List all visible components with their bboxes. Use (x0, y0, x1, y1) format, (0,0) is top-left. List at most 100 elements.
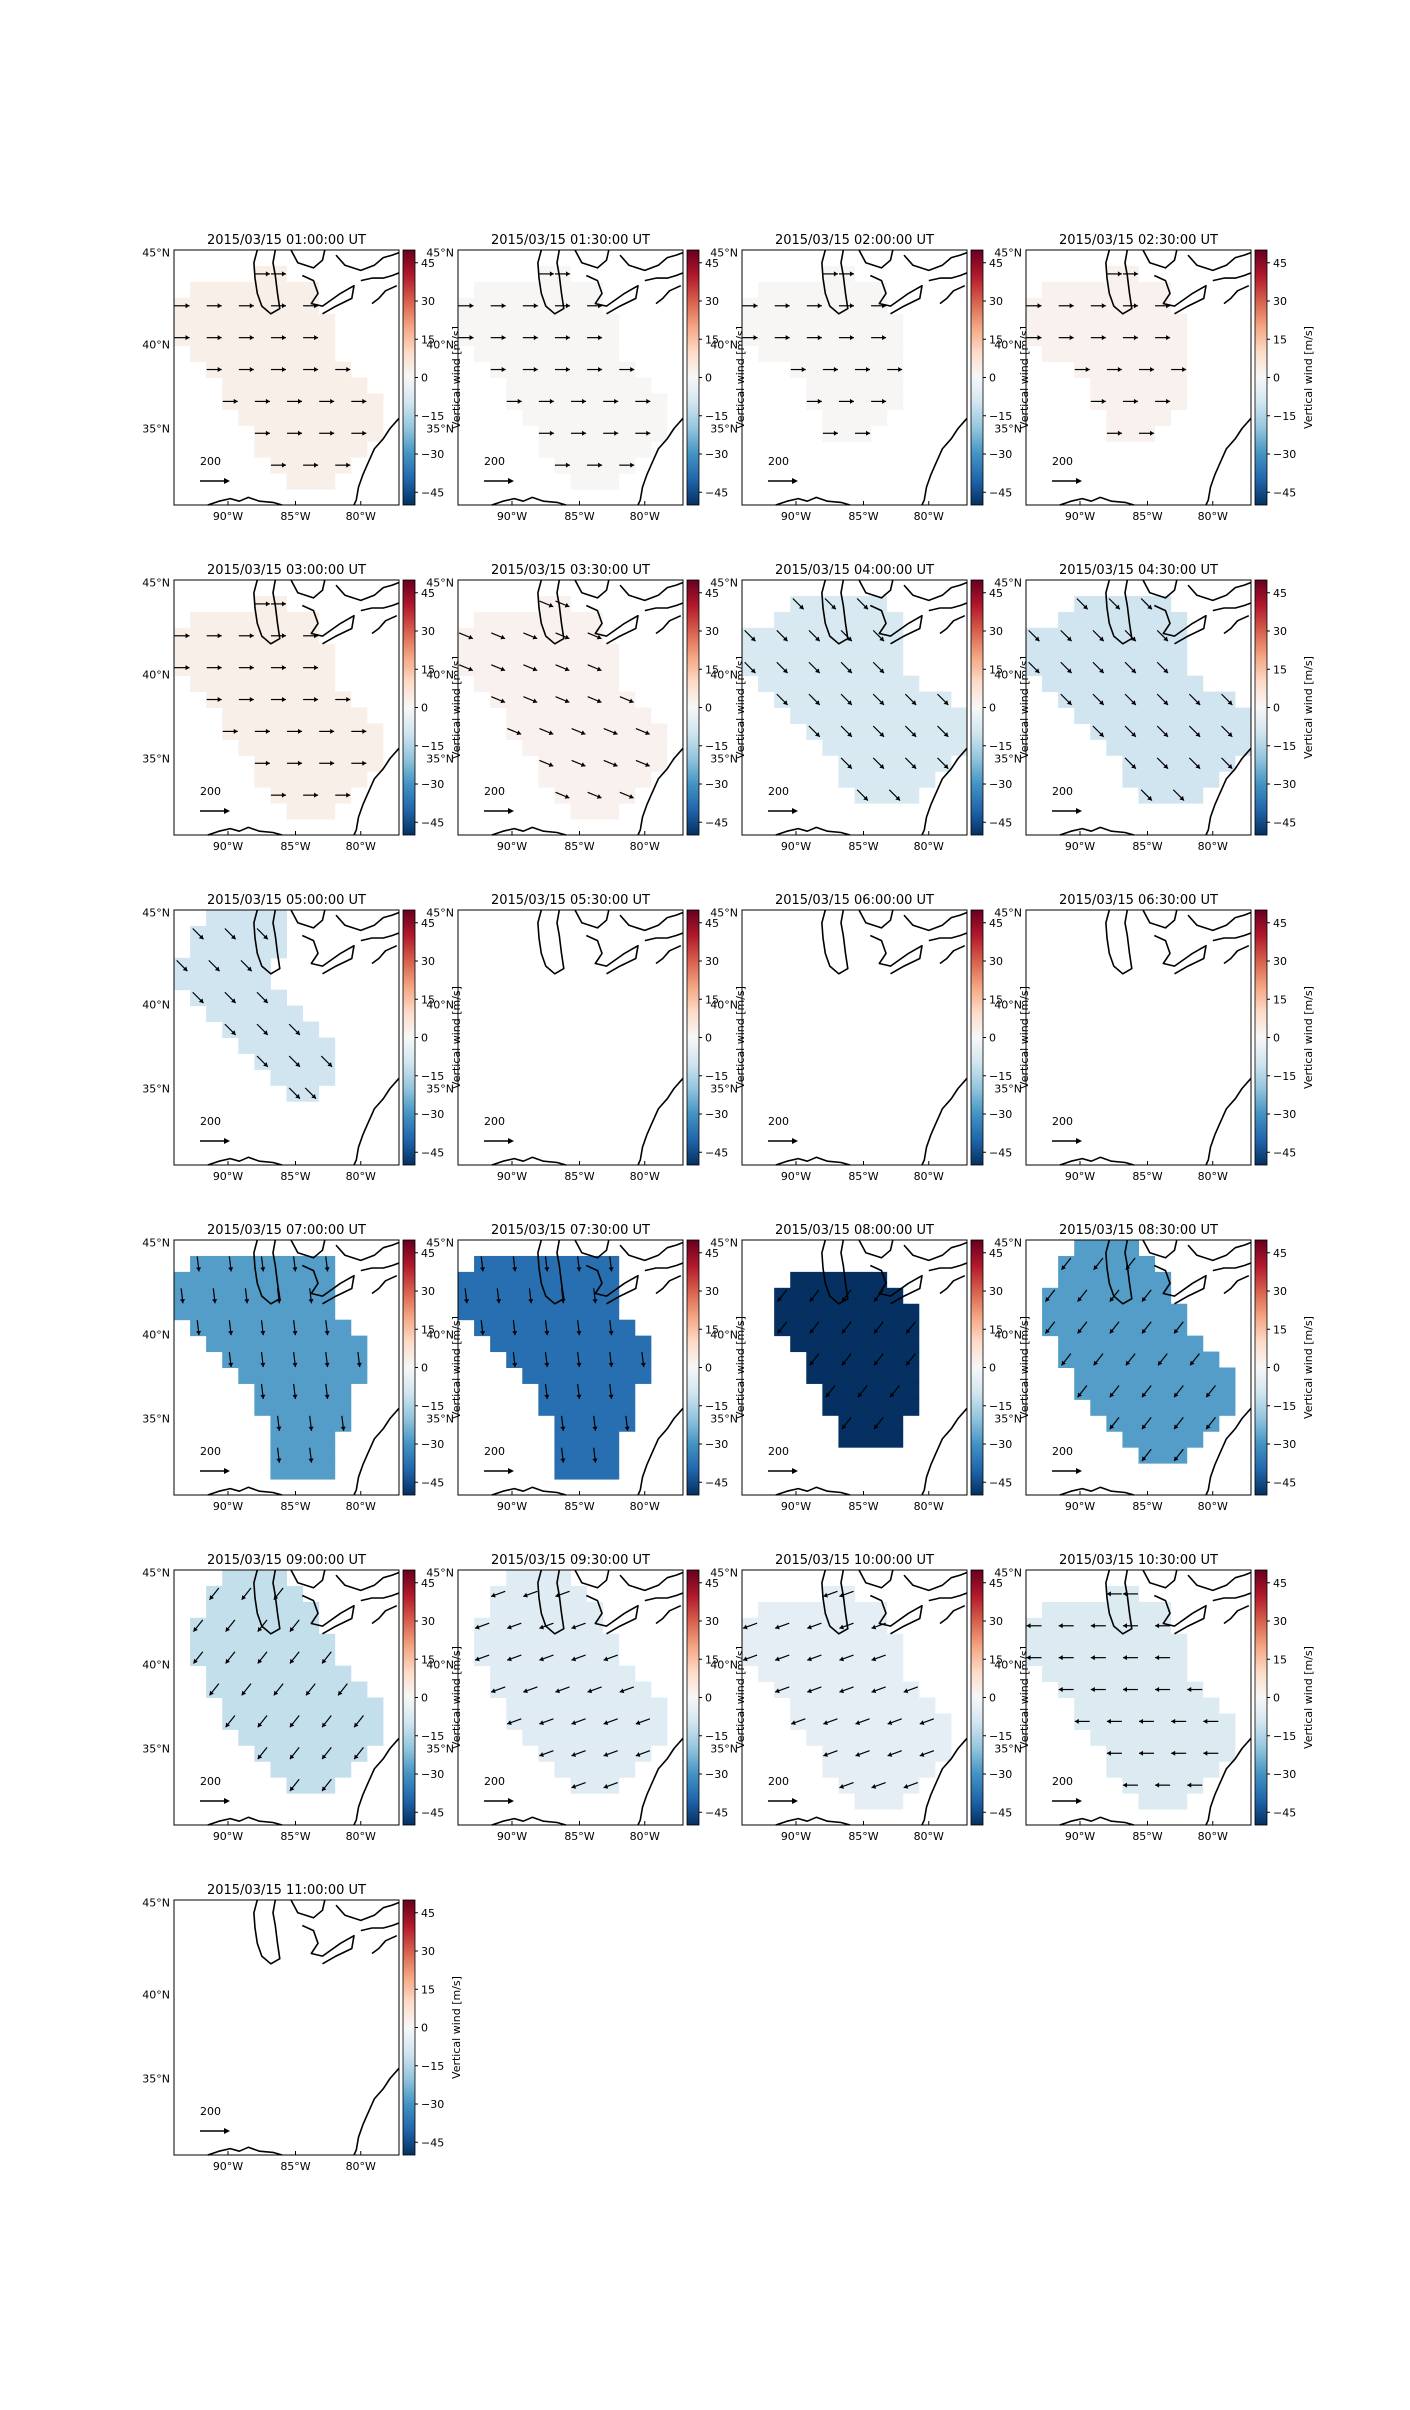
wind-arrow-head (1141, 1328, 1147, 1334)
coastline-path (537, 1239, 565, 1305)
wind-cell (554, 1447, 620, 1464)
wind-arrow-head (354, 1754, 359, 1760)
colorbar-tick-label: 45 (1273, 917, 1287, 930)
colorbar-tick-label: −45 (705, 1146, 728, 1159)
colorbar-tick-label: 30 (705, 295, 719, 308)
wind-arrow-head (512, 1267, 518, 1272)
colorbar-label: Vertical wind [m/s] (450, 1976, 463, 2079)
panel-title: 2015/03/15 07:00:00 UT (207, 1223, 366, 1238)
wind-arrow-head (298, 398, 303, 404)
wind-arrow-head (871, 1688, 877, 1694)
colorbar-tick-label: 45 (421, 587, 435, 600)
coastline-path (939, 944, 966, 965)
map-frame (173, 249, 400, 506)
coastline-path (335, 581, 400, 602)
coastline-path (301, 1924, 355, 1965)
colorbar-tick-label: 45 (705, 917, 719, 930)
coastline-path (585, 604, 639, 645)
map-panel: 2015/03/15 10:00:00 UT 200 45°N 40°N 35°N 90°… (710, 1553, 1031, 1843)
wind-arrow-head (839, 1656, 845, 1662)
wind-arrow-head (863, 604, 868, 610)
lon-tick-label: 80°W (346, 1500, 376, 1513)
coastline-path (637, 417, 684, 506)
colorbar-tick-label: 30 (989, 1615, 1003, 1628)
wind-arrow-head (491, 1592, 496, 1598)
colorbar-tick-label: 45 (421, 1577, 435, 1590)
wind-arrow-head (555, 1688, 561, 1694)
wind-arrow-head (533, 303, 538, 309)
coastline-path (775, 496, 851, 506)
wind-arrow-head (1131, 764, 1136, 769)
wind-cell (190, 1633, 336, 1651)
wind-arrow-head (1045, 1328, 1050, 1334)
wind-cell (190, 611, 320, 629)
coastline-path (301, 1594, 355, 1635)
wind-cell (1106, 409, 1172, 426)
wind-arrow-head (1066, 636, 1072, 642)
wind-arrow-head (809, 1296, 815, 1302)
coastline-path (1205, 1077, 1252, 1166)
wind-cell (458, 329, 620, 347)
scale-arrow-head (1076, 478, 1082, 484)
wind-arrow-head (809, 1360, 815, 1366)
wind-cell (822, 739, 968, 756)
panel-title: 2015/03/15 02:00:00 UT (775, 233, 934, 248)
wind-cell (206, 1005, 304, 1023)
coastline-path (207, 496, 283, 506)
map-panels: 2015/03/15 01:00:00 UT 200 45°N 40°N 35°N 90°… (142, 233, 1315, 2173)
wind-cell (506, 1713, 668, 1730)
wind-arrow-head (742, 1624, 748, 1630)
wind-arrow-head (1155, 1687, 1160, 1693)
wind-cell (1058, 691, 1236, 708)
wind-arrow-head (943, 732, 949, 737)
wind-arrow-head (841, 1424, 847, 1430)
map-frame (457, 1239, 684, 1496)
wind-arrow-head (815, 732, 820, 737)
colorbar (970, 1569, 984, 1826)
colorbar-label: Vertical wind [m/s] (1302, 1316, 1315, 1419)
scale-label: 200 (484, 1445, 505, 1458)
wind-arrow-head (324, 1362, 330, 1368)
wind-arrow-head (179, 1298, 185, 1304)
wind-vectors (174, 271, 367, 468)
colorbar-tick-label: 45 (705, 587, 719, 600)
colorbar-label: Vertical wind [m/s] (1302, 1646, 1315, 1749)
colorbar-tick-label: 0 (989, 372, 996, 385)
lat-tick-label: 35°N (994, 1413, 1022, 1426)
wind-arrow-head (305, 1690, 311, 1696)
coastline-path (1205, 1407, 1252, 1496)
wind-arrow-head (576, 1330, 582, 1336)
wind-arrow-head (346, 462, 351, 468)
lat-tick-label: 40°N (710, 668, 738, 681)
wind-cell (774, 1303, 920, 1321)
wind-arrow-head (1163, 668, 1169, 674)
colorbar-label: Vertical wind [m/s] (1018, 1646, 1031, 1749)
wind-cell (286, 473, 336, 490)
scale-label: 200 (1052, 1115, 1073, 1128)
wind-arrow-head (533, 335, 538, 341)
colorbar-tick-label: −30 (989, 448, 1012, 461)
wind-arrow-head (841, 1360, 847, 1366)
colorbar-tick-label: 30 (1273, 625, 1287, 638)
lon-tick-label: 85°W (280, 2160, 310, 2173)
wind-arrow-head (841, 1328, 847, 1334)
colorbar-tick-label: 0 (421, 702, 428, 715)
wind-arrow-head (571, 1624, 577, 1630)
wind-arrow-head (1099, 668, 1104, 674)
wind-arrow-head (532, 634, 538, 640)
colorbar-tick-label: 45 (1273, 1577, 1287, 1590)
lon-tick-label: 90°W (1065, 840, 1095, 853)
coastline (1059, 579, 1252, 836)
wind-arrow-head (295, 1062, 300, 1067)
wind-cell (174, 973, 271, 991)
coastline-path (371, 1604, 398, 1625)
scale-label: 200 (200, 455, 221, 468)
colorbar-tick-label: 15 (1273, 333, 1287, 346)
colorbar-tick-label: −30 (705, 778, 728, 791)
wind-cell (538, 755, 668, 772)
wind-arrow-head (833, 367, 838, 373)
wind-cell (554, 1463, 620, 1480)
coastline-path (821, 909, 849, 975)
wind-arrow-head (565, 271, 570, 277)
wind-arrow-head (273, 1690, 279, 1696)
